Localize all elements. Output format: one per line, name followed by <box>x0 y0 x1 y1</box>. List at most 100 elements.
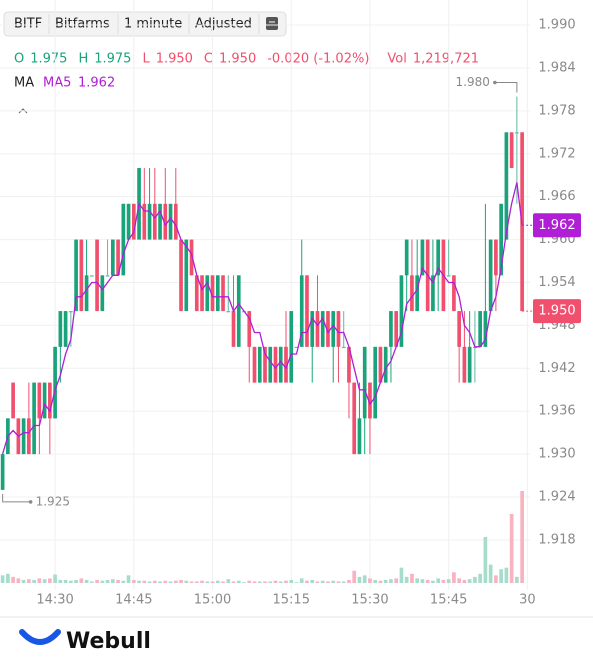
ma-line <box>1 182 523 455</box>
volume-bar <box>142 580 147 583</box>
y-tick-label: 1.954 <box>538 275 575 290</box>
candle-body <box>158 203 162 240</box>
quote-item: 1.975 <box>30 52 67 67</box>
candle-body <box>404 239 409 276</box>
quote-item: H <box>78 52 88 67</box>
y-tick-label: 1.942 <box>538 361 575 376</box>
quote-item: 1,219,721 <box>413 52 479 67</box>
volume-bar <box>483 537 488 583</box>
volume-bar <box>404 576 409 583</box>
volume-bar <box>236 580 241 583</box>
low-marker <box>2 493 31 503</box>
quote-item: 1.975 <box>94 52 131 67</box>
volume-bar <box>289 579 294 583</box>
candle-body <box>383 346 388 383</box>
settings-icon[interactable] <box>266 17 278 30</box>
volume-bar <box>173 580 178 583</box>
volume-bar <box>462 579 467 583</box>
volume-bar <box>121 580 126 583</box>
x-tick-label: 15:00 <box>194 593 231 608</box>
volume-bar <box>368 578 372 583</box>
x-tick-label: 15:15 <box>273 593 310 608</box>
indicator-value: 1.962 <box>78 76 115 91</box>
volume-bar <box>137 580 141 583</box>
candle-body <box>69 311 73 313</box>
volume-bar <box>53 574 57 583</box>
candle-body <box>415 275 420 312</box>
x-tick-label: 30 <box>519 593 536 608</box>
toolbar: BITF Bitfarms 1 minute Adjusted <box>3 11 287 37</box>
volume-bar <box>310 579 315 583</box>
company[interactable]: Bitfarms <box>55 17 110 32</box>
candle-body <box>74 239 78 312</box>
volume-bar <box>69 580 73 583</box>
candle-body <box>32 382 36 455</box>
candle-body <box>142 203 147 240</box>
candle-body <box>116 239 120 276</box>
volume-bar <box>320 580 325 583</box>
candle-body <box>42 382 47 419</box>
y-tick-label: 1.972 <box>538 146 575 161</box>
volume-bar <box>473 576 477 583</box>
volume-bar <box>95 579 99 583</box>
volume-bar <box>331 580 336 583</box>
quote-item: O <box>14 52 24 67</box>
volume-bar <box>457 578 461 583</box>
candle-body <box>126 203 131 240</box>
collapse-caret[interactable] <box>18 108 28 114</box>
high-marker <box>494 82 518 93</box>
volume-bar <box>520 491 524 583</box>
volume-bar <box>383 579 388 583</box>
candle-body <box>467 346 472 383</box>
volume-bar <box>326 581 330 583</box>
volume-bar <box>16 578 21 583</box>
interval[interactable]: 1 minute <box>124 17 182 32</box>
volume-bar <box>205 581 210 583</box>
candle-body <box>305 275 309 347</box>
volume-bar <box>362 575 367 583</box>
candle-body <box>352 382 357 455</box>
volume-bar <box>478 573 482 583</box>
candle-body <box>168 203 173 240</box>
adjust[interactable]: Adjusted <box>195 17 252 32</box>
candle-body <box>257 346 262 383</box>
candle-body <box>152 203 157 240</box>
candle-body <box>63 311 68 347</box>
low-label: 1.925 <box>36 494 70 508</box>
candle-body <box>100 275 105 312</box>
high-label: 1.980 <box>456 75 490 89</box>
candle-body <box>515 132 519 134</box>
price-badge <box>533 213 581 238</box>
quote-item: -0.020 (-1.02%) <box>267 52 369 67</box>
volume-bar <box>499 569 503 583</box>
volume-bar <box>210 581 215 583</box>
volume-bar <box>194 581 199 583</box>
quote-item: 1.950 <box>219 52 256 67</box>
candle-body <box>95 239 99 312</box>
candle-body <box>499 203 503 276</box>
candle-body <box>462 346 467 383</box>
volume-bar <box>158 581 162 583</box>
volume-bar <box>294 582 299 583</box>
candle-body <box>221 275 225 312</box>
candle-body <box>89 275 94 277</box>
candle-body <box>58 311 63 347</box>
volume-bar <box>147 581 152 583</box>
volume-bar <box>488 564 493 583</box>
candle-body <box>310 311 315 347</box>
volume-bar <box>299 578 304 583</box>
candle-body <box>121 203 126 276</box>
candle-body <box>378 346 383 383</box>
candle-body <box>200 275 204 312</box>
y-tick-label: 1.924 <box>538 490 575 505</box>
candle-body <box>394 311 399 347</box>
volume-bar <box>341 581 346 583</box>
volume-bar <box>273 580 278 583</box>
volume-bar <box>200 580 204 583</box>
candle-body <box>252 346 257 383</box>
symbol[interactable]: BITF <box>14 17 42 32</box>
volume-bar <box>452 572 456 583</box>
candle-body <box>457 311 461 347</box>
volume-bar <box>278 581 283 583</box>
candle-body <box>131 203 136 240</box>
